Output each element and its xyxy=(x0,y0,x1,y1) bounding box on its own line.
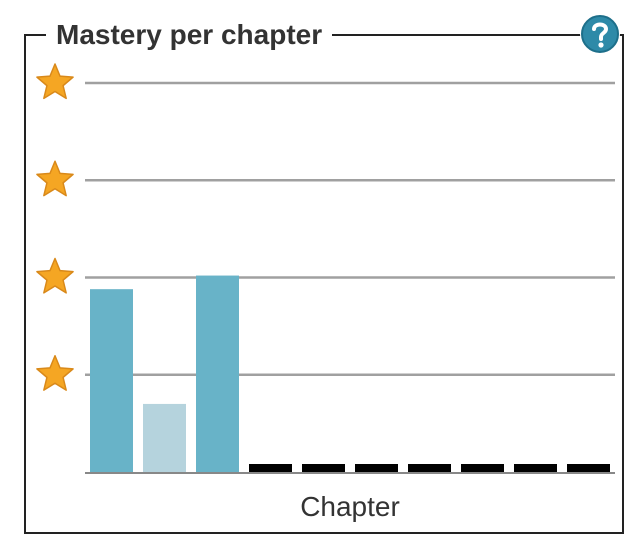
chapter-bar-6[interactable] xyxy=(355,464,398,472)
star-icon xyxy=(36,63,74,100)
star-icon xyxy=(36,257,74,294)
chapter-bar-7[interactable] xyxy=(408,464,451,472)
chapter-bar-5[interactable] xyxy=(302,464,345,472)
star-icon xyxy=(36,355,74,391)
chapter-bar-9[interactable] xyxy=(514,464,557,472)
chapter-bar-8[interactable] xyxy=(461,464,504,472)
chapter-bar-4[interactable] xyxy=(249,464,292,472)
panel-title: Mastery per chapter xyxy=(46,18,333,52)
y-axis-stars xyxy=(36,63,74,391)
chapter-bar-3[interactable] xyxy=(196,275,239,472)
x-axis-label: Chapter xyxy=(300,491,400,522)
help-question-icon xyxy=(581,15,619,53)
help-button[interactable] xyxy=(580,14,620,54)
bars xyxy=(90,275,610,472)
gridlines xyxy=(85,81,615,376)
chapter-bar-2[interactable] xyxy=(143,403,186,472)
chapter-bar-10[interactable] xyxy=(567,464,610,472)
star-icon xyxy=(36,160,74,197)
chapter-bar-1[interactable] xyxy=(90,289,133,472)
